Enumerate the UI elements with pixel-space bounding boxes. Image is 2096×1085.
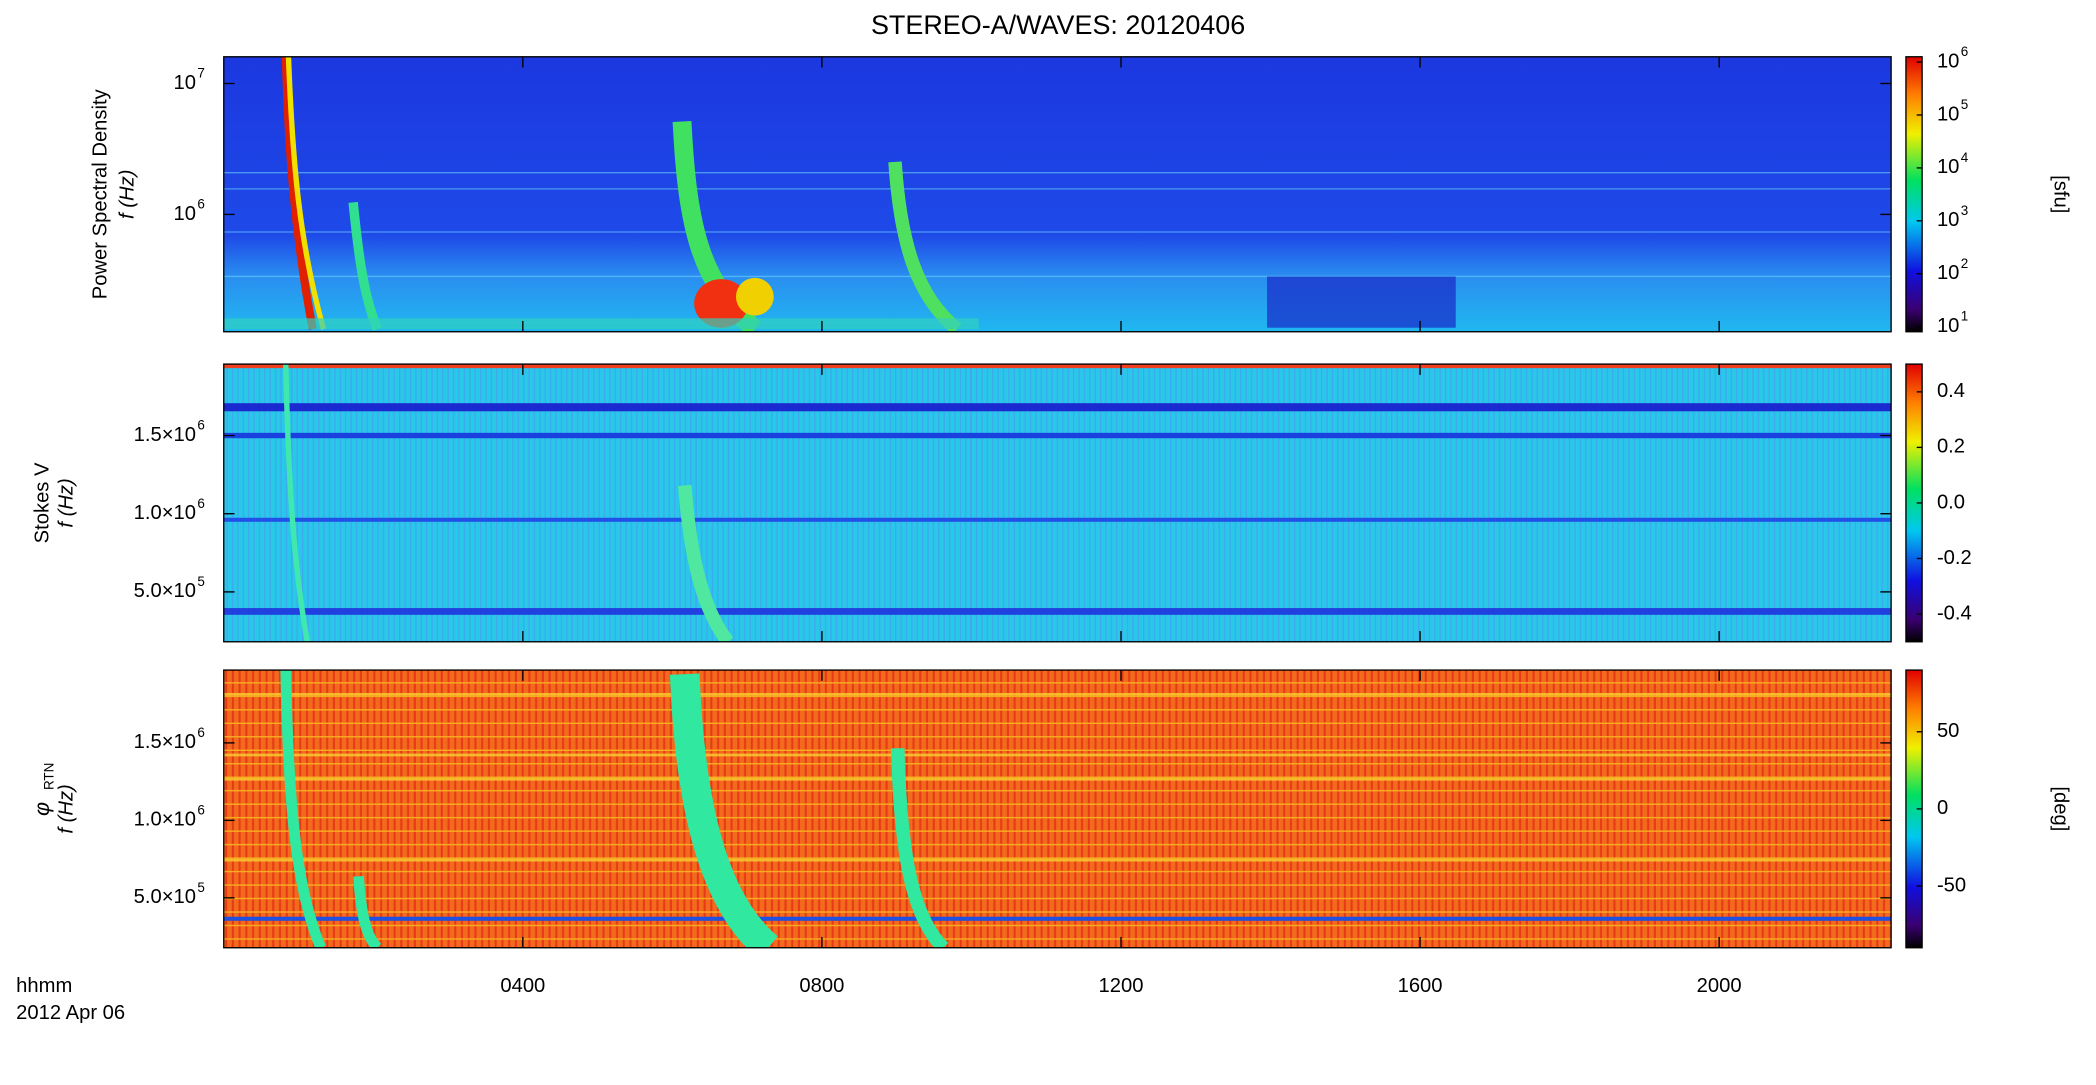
y-tick-exponent: 6: [197, 418, 204, 433]
colorbar-tick-label: 10: [1937, 156, 1959, 178]
colorbar-label: [deg]: [2049, 786, 2071, 831]
colorbar-tick-exponent: 6: [1961, 44, 1969, 59]
y-tick-exponent: 6: [197, 725, 204, 740]
spectrogram-phi: [223, 670, 1892, 948]
colorbar-tick-exponent: 2: [1961, 256, 1969, 271]
colorbar-tick-label: 10: [1937, 209, 1959, 231]
y-tick-label: 5.0×10: [134, 886, 196, 908]
colorbar-tick-exponent: 1: [1961, 309, 1969, 324]
spectrogram-psd: [223, 56, 1892, 332]
y-tick-exponent: 6: [197, 197, 204, 212]
chart-title: STEREO-A/WAVES: 20120406: [871, 10, 1245, 40]
colorbar-tick-label: 0.2: [1937, 436, 1965, 458]
y-axis-label: f (Hz): [56, 784, 78, 833]
y-tick-exponent: 5: [197, 880, 204, 895]
colorbar-tick-exponent: 3: [1961, 203, 1969, 218]
y-tick-exponent: 5: [197, 574, 204, 589]
spectrogram-stokes: [223, 364, 1892, 642]
x-axis-label: hhmm: [16, 975, 72, 997]
plot-frame: [223, 56, 1892, 333]
x-tick-label: 1200: [1099, 975, 1144, 997]
colorbar: [1905, 56, 1923, 333]
y-tick-label: 5.0×10: [134, 580, 196, 602]
y-tick-exponent: 6: [197, 496, 204, 511]
colorbar-tick-label: 0.0: [1937, 491, 1965, 513]
colorbar-tick-label: 10: [1937, 262, 1959, 284]
y-axis-label: Stokes V: [31, 462, 53, 543]
colorbar-tick-label: -0.2: [1937, 547, 1972, 569]
plot-frame: [223, 669, 1892, 949]
y-tick-exponent: 6: [197, 803, 204, 818]
y-axis-label: f (Hz): [116, 170, 138, 219]
y-tick-label: 1.0×10: [134, 809, 196, 831]
y-tick-label: 1.0×10: [134, 502, 196, 524]
colorbar-tick-label: 10: [1937, 103, 1959, 125]
colorbar-tick-exponent: 4: [1961, 150, 1969, 165]
date-label: 2012 Apr 06: [16, 1002, 125, 1024]
y-tick-label: 10: [174, 203, 196, 225]
y-tick-label: 10: [174, 72, 196, 94]
y-tick-exponent: 7: [197, 66, 204, 81]
y-axis-label: Power Spectral Density: [89, 88, 111, 299]
colorbar-tick-label: -50: [1937, 874, 1966, 896]
x-tick-label: 0400: [500, 975, 545, 997]
x-tick-label: 2000: [1697, 975, 1742, 997]
colorbar-tick-exponent: 5: [1961, 97, 1969, 112]
y-tick-label: 1.5×10: [134, 424, 196, 446]
y-axis-label-sub: RTN: [41, 763, 56, 790]
y-tick-label: 1.5×10: [134, 731, 196, 753]
y-axis-label: f (Hz): [56, 478, 78, 527]
colorbar-tick-label: 50: [1937, 720, 1959, 742]
plot-frame: [223, 363, 1892, 643]
colorbar-tick-label: 0: [1937, 797, 1948, 819]
y-axis-label: φ: [29, 802, 54, 816]
colorbar-tick-label: 10: [1937, 50, 1959, 72]
colorbar-tick-label: -0.4: [1937, 602, 1972, 624]
x-tick-label: 0800: [799, 975, 844, 997]
colorbar-label: [sfu]: [2049, 175, 2071, 213]
colorbar-tick-label: 10: [1937, 315, 1959, 337]
x-tick-label: 1600: [1398, 975, 1443, 997]
colorbar-tick-label: 0.4: [1937, 380, 1965, 402]
